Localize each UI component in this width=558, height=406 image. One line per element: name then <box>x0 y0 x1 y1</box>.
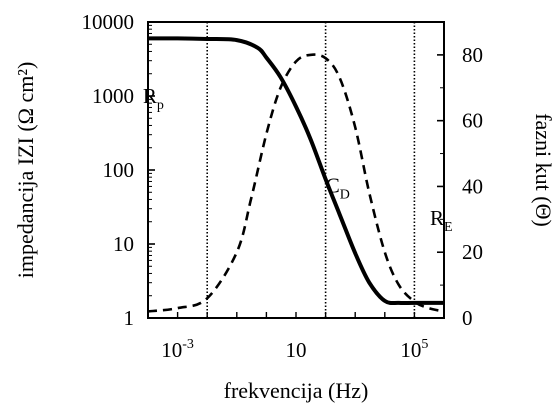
x-axis-title: frekvencija (Hz) <box>224 378 369 403</box>
region-label-1: Rp <box>143 84 164 113</box>
y-left-tick-label-0: 1 <box>124 306 135 330</box>
y-left-tick-label-3: 1000 <box>92 84 134 108</box>
y-right-tick-label-0: 0 <box>462 306 473 330</box>
series-layer <box>147 36 445 313</box>
ticks-layer: 1 10 100 1000 10000 0 20 40 60 80 10-3 10 105 <box>82 10 484 362</box>
x-tick-label-0: 10-3 <box>161 337 194 362</box>
region-label-3: RE <box>430 206 453 235</box>
plot-frame <box>147 21 445 319</box>
impedance-series-line <box>147 36 444 306</box>
region-divider-lines <box>206 22 416 318</box>
y-left-tick-label-1: 10 <box>113 232 134 256</box>
x-tick-label-1: 10 <box>286 338 307 362</box>
y-right-tick-label-4: 80 <box>462 43 483 67</box>
y-left-tick-label-2: 100 <box>103 158 135 182</box>
y-right-tick-label-3: 60 <box>462 109 483 133</box>
phase-angle-series-line <box>147 53 445 313</box>
y-left-tick-label-4: 10000 <box>82 10 135 34</box>
y-right-tick-label-2: 40 <box>462 174 483 198</box>
x-tick-label-2: 105 <box>400 337 428 362</box>
region-label-2: CD <box>326 173 350 202</box>
y-right-axis-title: fazni kut (Θ) <box>531 113 556 227</box>
y-right-tick-label-1: 20 <box>462 240 483 264</box>
y-left-axis-title: impedancija IZI (Ω cm²) <box>13 62 38 279</box>
